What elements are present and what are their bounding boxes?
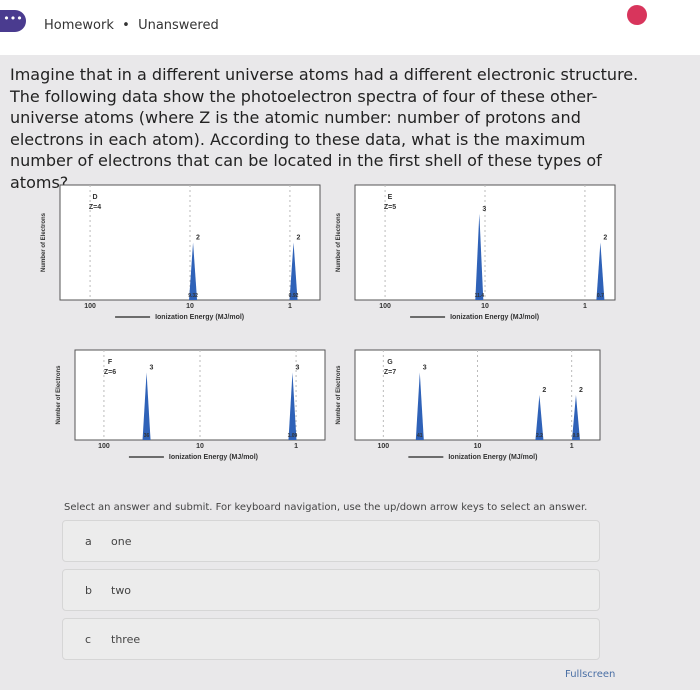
x-tick-label: 10 bbox=[196, 443, 204, 450]
peak-count: 2 bbox=[542, 387, 546, 394]
peak-energy: 0.7 bbox=[597, 293, 604, 299]
x-tick-label: 100 bbox=[84, 303, 96, 310]
panel-name: E bbox=[388, 194, 393, 201]
answer-option[interactable]: b two bbox=[62, 569, 600, 611]
z-label: Z=4 bbox=[89, 204, 101, 211]
panel-name: F bbox=[108, 359, 113, 366]
peak-count: 2 bbox=[603, 235, 607, 242]
option-letter: c bbox=[85, 633, 92, 646]
peak bbox=[415, 372, 424, 440]
peak-count: 3 bbox=[150, 365, 154, 372]
instructions: Select an answer and submit. For keyboar… bbox=[64, 502, 588, 513]
spectrum-panel: E Z=5 Number of Electrons 100 10 1 Ionization … bbox=[336, 184, 616, 321]
y-axis-label: Number of Electrons bbox=[336, 365, 342, 425]
peak-energy: 11.4 bbox=[475, 293, 485, 299]
peak bbox=[596, 242, 605, 300]
peak-count: 2 bbox=[297, 235, 301, 242]
option-text: one bbox=[111, 535, 132, 548]
x-axis-label: Ionization Energy (MJ/mol) bbox=[448, 454, 537, 461]
peak-count: 2 bbox=[196, 235, 200, 242]
section: Homework bbox=[44, 18, 114, 33]
peak bbox=[571, 395, 580, 440]
z-label: Z=5 bbox=[384, 204, 396, 211]
spectrum-panel: D Z=4 Number of Electrons 100 10 1 Ionization … bbox=[41, 184, 321, 321]
peak-energy: 0.9 bbox=[572, 433, 579, 439]
option-text: three bbox=[111, 633, 141, 646]
peak-count: 3 bbox=[482, 206, 486, 213]
y-axis-label: Number of Electrons bbox=[56, 365, 62, 425]
peak bbox=[142, 372, 151, 440]
x-tick-label: 10 bbox=[186, 303, 194, 310]
x-tick-label: 100 bbox=[98, 443, 110, 450]
x-tick-label: 1 bbox=[570, 443, 574, 450]
z-label: Z=6 bbox=[104, 369, 116, 376]
x-axis-label: Ionization Energy (MJ/mol) bbox=[450, 314, 539, 321]
breadcrumb: Homework • Unanswered bbox=[44, 18, 219, 33]
spectrum-panel: F Z=6 Number of Electrons 100 10 1 Ionization … bbox=[56, 349, 326, 461]
x-tick-label: 1 bbox=[288, 303, 292, 310]
peak-count: 2 bbox=[579, 387, 583, 394]
plot-frame bbox=[354, 184, 616, 301]
x-tick-label: 100 bbox=[379, 303, 391, 310]
peak-energy: 0.92 bbox=[289, 293, 299, 299]
spectrum-panel: G Z=7 Number of Electrons 100 10 1 Ionization … bbox=[336, 349, 601, 461]
peak-energy: 36 bbox=[144, 433, 150, 439]
peak-energy: 1.09 bbox=[288, 433, 298, 439]
question: Imagine that in a different universe ato… bbox=[10, 65, 639, 192]
x-tick-label: 1 bbox=[583, 303, 587, 310]
status: Unanswered bbox=[138, 18, 219, 33]
peak bbox=[475, 213, 484, 300]
answer-option[interactable]: a one bbox=[62, 520, 600, 562]
option-text: two bbox=[111, 584, 132, 597]
x-tick-label: 10 bbox=[481, 303, 489, 310]
peak bbox=[288, 372, 297, 440]
peak bbox=[289, 242, 298, 300]
top-bar: ••• Homework • Unanswered bbox=[0, 0, 700, 55]
peak-energy: 41 bbox=[417, 433, 423, 439]
answer-option[interactable]: c three bbox=[62, 618, 600, 660]
peak-count: 3 bbox=[295, 365, 299, 372]
y-axis-label: Number of Electrons bbox=[41, 212, 47, 272]
panel-name: G bbox=[387, 359, 393, 366]
z-label: Z=7 bbox=[384, 369, 396, 376]
badge-icon[interactable] bbox=[627, 5, 647, 25]
x-axis-label: Ionization Energy (MJ/mol) bbox=[155, 314, 244, 321]
x-tick-label: 1 bbox=[294, 443, 298, 450]
menu-button[interactable]: ••• bbox=[0, 10, 26, 32]
plot-frame bbox=[59, 184, 321, 301]
panel-name: D bbox=[92, 194, 97, 201]
peak-energy: 2.2 bbox=[536, 433, 543, 439]
x-axis-label: Ionization Energy (MJ/mol) bbox=[169, 454, 258, 461]
x-tick-label: 10 bbox=[474, 443, 482, 450]
peak-count: 3 bbox=[423, 365, 427, 372]
x-tick-label: 100 bbox=[378, 443, 390, 450]
option-letter: a bbox=[85, 535, 92, 548]
fullscreen-button[interactable]: Fullscreen bbox=[565, 669, 616, 680]
option-letter: b bbox=[85, 584, 92, 597]
peak bbox=[189, 242, 198, 300]
y-axis-label: Number of Electrons bbox=[336, 212, 342, 272]
peak bbox=[535, 395, 544, 440]
peak-energy: 9.32 bbox=[188, 293, 198, 299]
